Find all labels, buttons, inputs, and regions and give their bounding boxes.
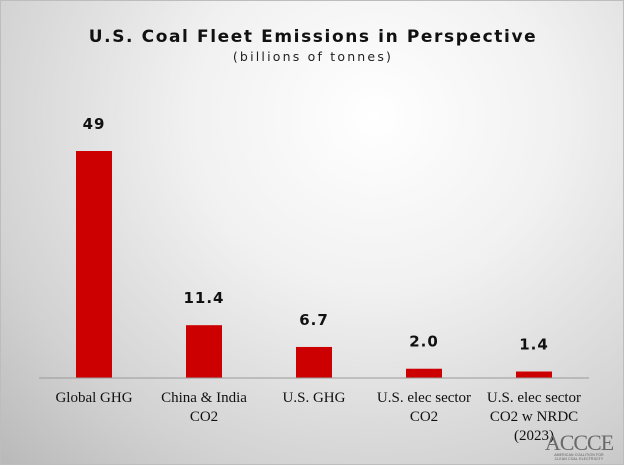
bar-1 [76, 151, 112, 378]
category-label-3: U.S. GHG [283, 390, 346, 406]
bar-5 [516, 371, 552, 378]
category-label-line: CO2 [410, 409, 438, 425]
bar-4 [406, 368, 442, 378]
category-label-line: U.S. elec sector [487, 390, 581, 406]
category-label-4: U.S. elec sector CO2 [377, 390, 471, 425]
category-label-line: U.S. GHG [283, 390, 346, 406]
category-label-5: U.S. elec sector CO2 w NRDC (2023) [487, 390, 581, 444]
value-label-2: 11.4 [183, 289, 224, 307]
category-label-2: China & India CO2 [161, 390, 247, 425]
bar-2 [186, 325, 222, 378]
category-label-line: China & India [161, 390, 247, 406]
category-label-line: Global GHG [55, 390, 132, 406]
logo-tagline-line-1: AMERICAN COALITION FOR [554, 453, 604, 457]
logo-mark: ACCCE [544, 430, 614, 455]
category-label-line: U.S. elec sector [377, 390, 471, 406]
category-label-line: CO2 [190, 409, 218, 425]
logo-tagline: AMERICAN COALITION FOR CLEAN COAL ELECTR… [537, 453, 621, 461]
category-label-line: (2023) [514, 428, 554, 444]
value-label-4: 2.0 [409, 333, 439, 351]
value-label-1: 49 [83, 115, 106, 133]
chart-subtitle: (billions of tonnes) [232, 49, 394, 64]
accce-logo: ACCCE AMERICAN COALITION FOR CLEAN COAL … [537, 430, 621, 463]
chart-title: U.S. Coal Fleet Emissions in Perspective [88, 27, 538, 47]
category-label-1: Global GHG [55, 390, 132, 406]
category-label-line: CO2 w NRDC [490, 409, 578, 425]
value-label-5: 1.4 [519, 336, 549, 354]
value-label-3: 6.7 [299, 311, 329, 329]
logo-tagline-line-2: CLEAN COAL ELECTRICITY [554, 457, 604, 461]
bar-3 [296, 346, 332, 378]
